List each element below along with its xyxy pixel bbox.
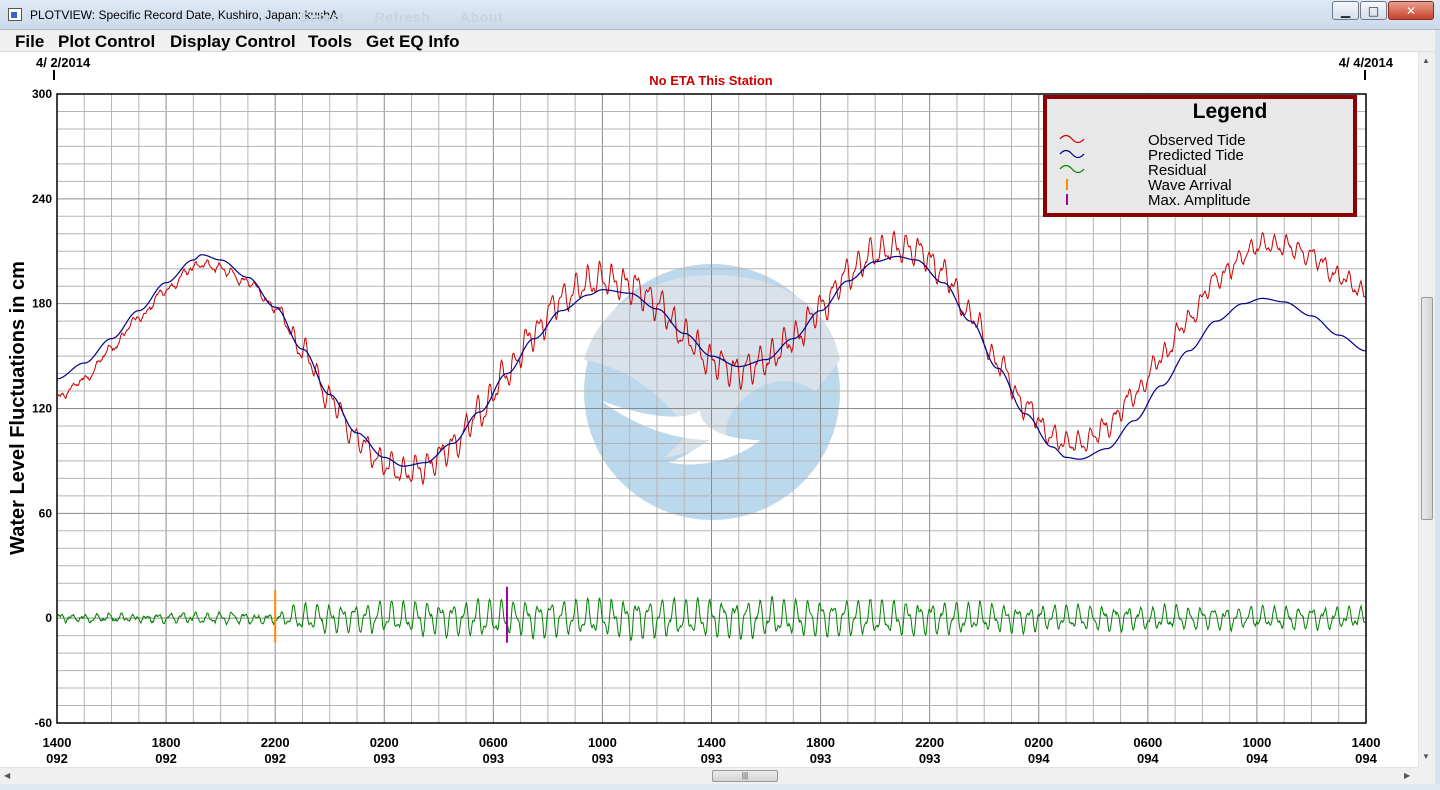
x-tick-time: 2200: [261, 735, 290, 750]
plot-area: 300 240 180 120 60 0 -60 1400 092 1800 092 2200 092…: [0, 52, 1418, 767]
legend-wave-icon: [1059, 149, 1085, 159]
x-tick-time: 1800: [806, 735, 835, 750]
x-tick-time: 1000: [588, 735, 617, 750]
window-right-border: [1435, 30, 1440, 790]
x-tick-day: 094: [1355, 751, 1377, 766]
y-tick-label: 180: [32, 297, 52, 311]
y-axis-label: Water Level Fluctuations in cm: [7, 261, 29, 555]
scroll-right-arrow-icon[interactable]: ▶: [1404, 771, 1411, 780]
x-tick-time: 0600: [479, 735, 508, 750]
x-tick-time: 2200: [915, 735, 944, 750]
scroll-left-arrow-icon[interactable]: ◀: [4, 771, 11, 780]
x-tick-day: 092: [155, 751, 177, 766]
ghost-menu-select: Select: [300, 9, 345, 25]
y-tick-label: 300: [32, 87, 52, 101]
eta-status: No ETA This Station: [649, 73, 773, 88]
x-tick-time: 0200: [1024, 735, 1053, 750]
y-axis: 300 240 180 120 60 0 -60: [32, 87, 52, 730]
maximize-button[interactable]: □: [1360, 1, 1387, 20]
horizontal-scrollbar[interactable]: ◀ ||| ▶: [0, 767, 1418, 784]
y-tick-label: 120: [32, 402, 52, 416]
ghost-menu: Select Refresh About: [300, 9, 529, 25]
scroll-down-arrow-icon[interactable]: ▼: [1422, 752, 1430, 761]
legend-item-label: Predicted Tide: [1148, 147, 1244, 164]
menu-file[interactable]: File: [15, 32, 45, 51]
legend-box: [1043, 95, 1357, 217]
x-tick-day: 094: [1028, 751, 1050, 766]
plot-frame: [56, 93, 1367, 724]
x-tick-day: 094: [1137, 751, 1159, 766]
ghost-menu-refresh: Refresh: [374, 9, 431, 25]
minimize-button[interactable]: ▁: [1332, 1, 1359, 20]
scrollbar-corner: [1418, 767, 1435, 784]
window-titlebar: PLOTVIEW: Specific Record Date, Kushiro,…: [0, 0, 1440, 30]
legend-wave-icon: [1059, 164, 1085, 174]
x-tick-day: 093: [592, 751, 614, 766]
x-tick-day: 094: [1246, 751, 1268, 766]
x-tick-day: 093: [919, 751, 941, 766]
x-tick-time: 1400: [697, 735, 726, 750]
y-tick-label: -60: [35, 716, 53, 730]
menu-get-eq-info[interactable]: Get EQ Info: [366, 32, 460, 51]
menu-plot-control[interactable]: Plot Control: [58, 32, 156, 51]
menu-display-control[interactable]: Display Control: [170, 32, 296, 51]
horizontal-scroll-thumb[interactable]: |||: [712, 770, 778, 782]
x-tick-day: 093: [810, 751, 832, 766]
start-date-label: 4/ 2/2014: [36, 55, 91, 70]
legend-wave-icon: [1059, 134, 1085, 144]
legend-item-label: Wave Arrival: [1148, 177, 1232, 194]
close-button[interactable]: ✕: [1388, 1, 1434, 20]
x-tick-day: 093: [373, 751, 395, 766]
legend-item-label: Observed Tide: [1148, 132, 1246, 149]
app-icon: [8, 8, 22, 21]
x-tick-day: 093: [482, 751, 504, 766]
window-controls: ▁ □ ✕: [1331, 1, 1434, 20]
x-tick-time: 1000: [1242, 735, 1271, 750]
ghost-menu-about: About: [460, 9, 504, 25]
vertical-scroll-thumb[interactable]: [1421, 297, 1433, 520]
x-tick-time: 0600: [1133, 735, 1162, 750]
vertical-scrollbar[interactable]: ▲ ▼: [1418, 52, 1435, 767]
x-tick-time: 1400: [1352, 735, 1381, 750]
legend-item-label: Max. Amplitude: [1148, 192, 1251, 209]
legend-title: Legend: [1193, 100, 1268, 123]
x-tick-day: 093: [701, 751, 723, 766]
x-tick-time: 1800: [152, 735, 181, 750]
end-date-label: 4/ 4/2014: [1339, 55, 1394, 70]
window-title: PLOTVIEW: Specific Record Date, Kushiro,…: [30, 8, 338, 22]
x-tick-time: 0200: [370, 735, 399, 750]
menu-tools[interactable]: Tools: [308, 32, 353, 51]
scroll-up-arrow-icon[interactable]: ▲: [1422, 56, 1430, 65]
x-tick-day: 092: [46, 751, 68, 766]
predicted-tide-line: [57, 254, 1366, 467]
menubar: File Plot Control Display Control Tools …: [0, 30, 1440, 52]
y-tick-label: 60: [39, 506, 53, 520]
y-tick-label: 0: [45, 611, 52, 625]
window-bottom-border: [0, 784, 1440, 790]
x-tick-time: 1400: [43, 735, 72, 750]
x-tick-day: 092: [264, 751, 286, 766]
y-tick-label: 240: [32, 192, 52, 206]
x-axis: 1400092180009222000920200093060009310000…: [43, 735, 1381, 766]
legend-item-label: Residual: [1148, 162, 1206, 179]
